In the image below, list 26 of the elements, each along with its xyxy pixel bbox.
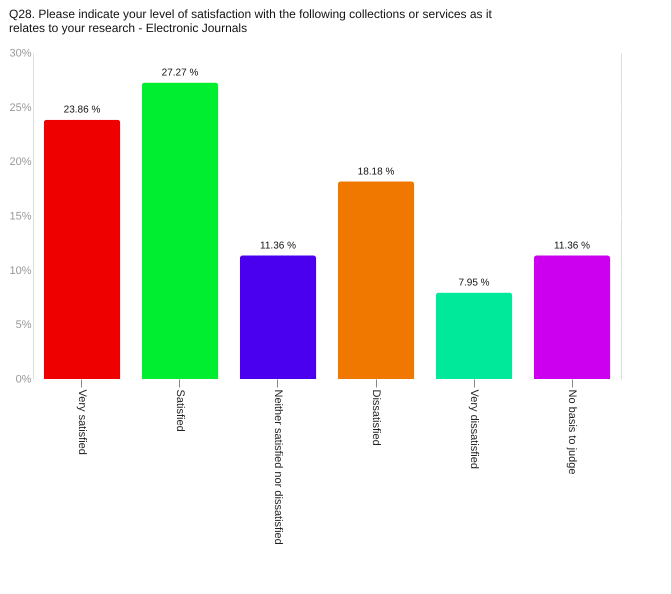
bar	[142, 82, 218, 379]
data-label: 11.36 %	[554, 240, 590, 252]
x-tick-label: No basis to judge	[566, 390, 578, 474]
x-tick-label: Neither satisfied nor dissatisfied	[272, 390, 284, 545]
y-tick-label: 5%	[16, 319, 32, 332]
data-label: 23.86 %	[64, 104, 100, 116]
bar	[240, 256, 316, 379]
y-tick-label: 15%	[9, 210, 32, 222]
x-tick-label: Very satisfied	[76, 390, 88, 455]
data-label: 27.27 %	[162, 68, 198, 79]
bar	[534, 256, 610, 379]
y-tick-label: 30%	[9, 48, 32, 60]
x-tick-label: Satisfied	[174, 390, 186, 432]
y-tick-label: 10%	[9, 264, 32, 277]
x-tick-label: Very dissatisfied	[468, 390, 480, 469]
data-label: 11.36 %	[260, 240, 296, 252]
bar	[338, 181, 414, 379]
x-tick-label: Dissatisfied	[370, 390, 382, 446]
bar	[436, 292, 512, 379]
data-label: 7.95 %	[458, 278, 490, 289]
bar	[44, 120, 120, 379]
y-tick-label: 25%	[9, 102, 32, 114]
y-tick-label: 20%	[9, 156, 32, 168]
data-label: 18.18 %	[358, 166, 394, 178]
y-tick-label: 0%	[16, 374, 32, 386]
chart-title: Q28. Please indicate your level of satisfaction with the following collections or services as it relates to your research - Electronic Journals	[8, 7, 493, 35]
